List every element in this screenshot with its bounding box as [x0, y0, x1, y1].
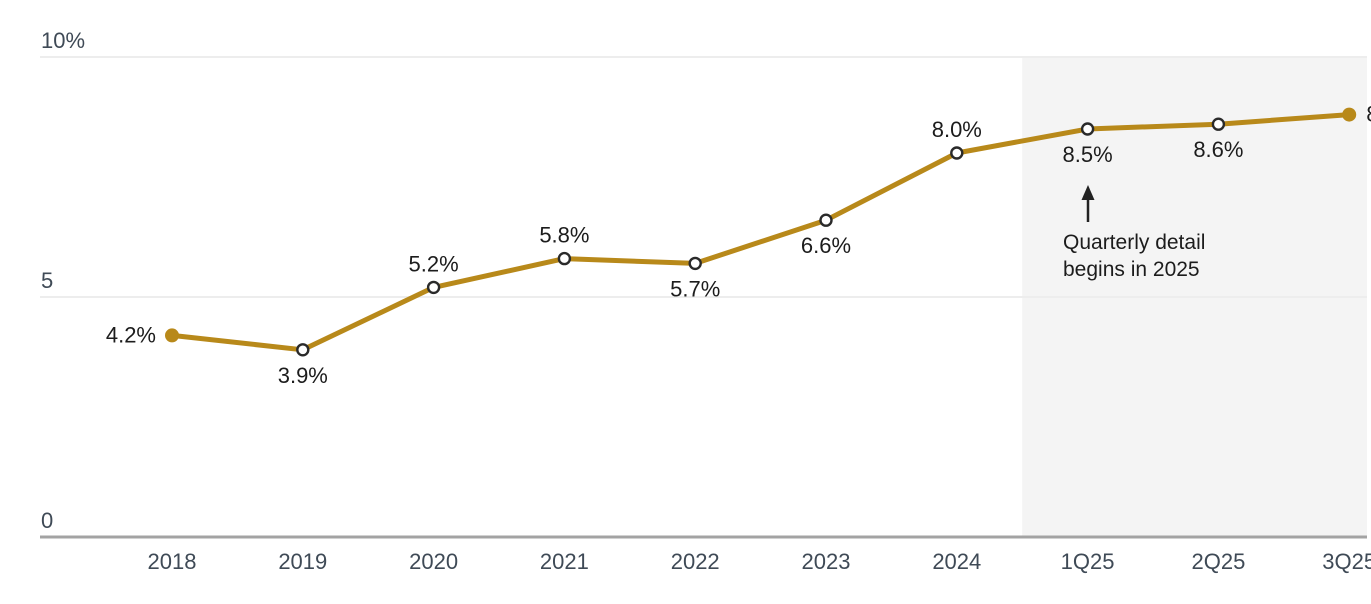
- data-point-label: 5.2%: [409, 251, 459, 276]
- data-point-label: 5.7%: [670, 276, 720, 301]
- x-tick-label: 2019: [278, 549, 327, 574]
- x-tick-label: 2020: [409, 549, 458, 574]
- gridlines: [40, 56, 1367, 298]
- data-point-label: 8.6%: [1193, 137, 1243, 162]
- data-point-marker-open: [1211, 117, 1226, 131]
- data-point-marker-open: [819, 213, 833, 227]
- x-axis-tick-labels: 2018 2019 2020 2021 2022 2023 2024 1Q25 2Q25 3Q25: [148, 549, 1371, 574]
- y-tick-label: 5: [41, 268, 53, 293]
- y-tick-label: 10%: [41, 28, 85, 53]
- data-point-marker-open: [557, 251, 572, 266]
- data-point-label: 6.6%: [801, 233, 851, 258]
- data-point-labels: 4.2% 3.9% 5.2% 5.8% 5.7% 6.6% 8.0% 8.5% 8.6% 8.8%: [106, 102, 1371, 388]
- data-point-label: 8.0%: [932, 117, 982, 142]
- data-point-marker-open: [950, 146, 964, 160]
- annotation-line-2: begins in 2025: [1063, 258, 1200, 281]
- x-tick-label: 2018: [148, 549, 197, 574]
- data-point-label: 8.5%: [1063, 142, 1113, 167]
- data-point-label: 3.9%: [278, 363, 328, 388]
- up-arrow-head-icon: [1081, 185, 1095, 200]
- x-tick-label: 2023: [802, 549, 851, 574]
- y-tick-label: 0: [41, 508, 53, 533]
- data-point-label: 8.8%: [1366, 102, 1371, 127]
- series-line: [169, 112, 1352, 353]
- data-point-marker-open: [426, 280, 441, 295]
- annotation-line-1: Quarterly detail: [1063, 231, 1205, 254]
- line-chart-figure: 10% 5 0 2018 2019 2020 2021 2022 2023 2024 1Q25 2Q…: [40, 16, 1371, 588]
- data-point-marker-filled: [1342, 107, 1357, 122]
- chart-canvas: 10% 5 0 2018 2019 2020 2021 2022 2023 2024 1Q25 2Q…: [40, 28, 1371, 574]
- x-tick-label: 2024: [932, 549, 981, 574]
- data-point-marker-open: [688, 256, 702, 271]
- data-point-markers: [165, 107, 1357, 357]
- x-tick-label: 3Q25: [1322, 549, 1371, 574]
- data-point-label: 5.8%: [539, 223, 589, 248]
- annotation: Quarterly detail begins in 2025: [1063, 185, 1205, 281]
- data-point-marker-filled: [165, 328, 179, 343]
- data-point-marker-open: [296, 343, 310, 357]
- x-tick-label: 2Q25: [1191, 549, 1245, 574]
- x-tick-label: 1Q25: [1061, 549, 1115, 574]
- x-tick-label: 2021: [540, 549, 589, 574]
- x-tick-label: 2022: [671, 549, 720, 574]
- y-axis-tick-labels: 10% 5 0: [41, 28, 85, 533]
- data-point-label: 4.2%: [106, 322, 156, 347]
- data-point-marker-open: [1080, 122, 1095, 136]
